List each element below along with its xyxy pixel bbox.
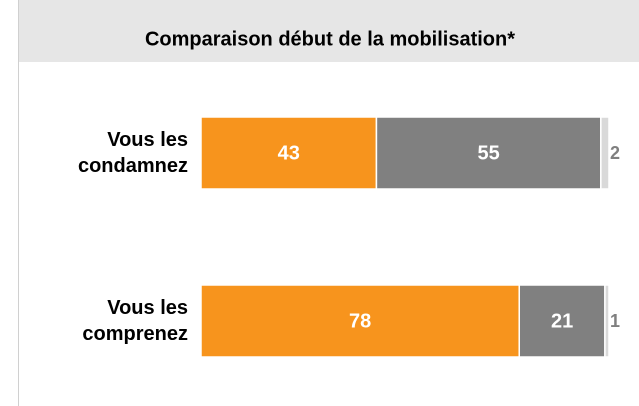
bar-segment <box>375 116 602 190</box>
bar-segment <box>200 284 520 358</box>
header-band <box>18 0 639 62</box>
bar-segment <box>600 116 610 190</box>
bar-segment <box>518 284 606 358</box>
category-label: Vous les condamnez <box>77 129 188 177</box>
bar-segment <box>200 116 378 190</box>
value-label: 43 <box>278 142 300 164</box>
value-label: 78 <box>349 310 371 332</box>
value-label: 21 <box>551 310 573 332</box>
value-label: 2 <box>610 143 620 163</box>
value-label: 1 <box>610 311 620 331</box>
category-label: Vous les comprenez <box>82 297 188 345</box>
chart-title: Comparaison début de la mobilisation* <box>145 28 515 50</box>
value-label: 55 <box>478 142 500 164</box>
bar-segment <box>604 284 610 358</box>
